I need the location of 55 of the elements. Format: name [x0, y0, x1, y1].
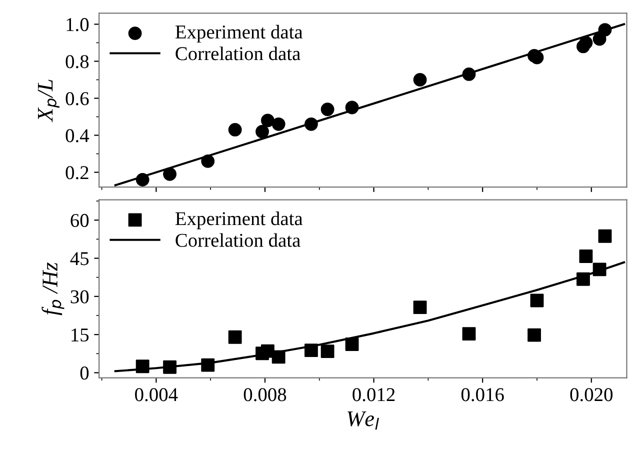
y-axis-title: f$_{p}$ /Hz	[42, 262, 64, 316]
point	[462, 67, 476, 81]
y-tick-label: 45	[70, 252, 89, 266]
y-tick-label: 0.4	[66, 129, 90, 142]
y-tick-label: 0.2	[66, 166, 88, 180]
legend-label: Correlation data	[176, 233, 300, 247]
x-tick-label: 0.012	[352, 388, 395, 402]
y-tick-label: 1.0	[66, 18, 89, 32]
y-tick-label: 0.6	[66, 92, 89, 106]
legend-label: Correlation data	[176, 46, 300, 60]
y-tick-label: 30	[70, 290, 89, 304]
y-tick-label: 0	[80, 366, 89, 380]
point	[320, 344, 334, 358]
legend-label: Experiment data	[175, 212, 303, 230]
point	[462, 327, 476, 341]
point	[228, 330, 242, 344]
y-tick-label: 15	[72, 328, 89, 342]
point	[320, 102, 334, 116]
point	[345, 338, 359, 351]
point	[201, 154, 215, 168]
x-tick-label: 0.020	[570, 388, 613, 402]
point	[163, 360, 176, 374]
point	[304, 117, 318, 131]
point	[413, 300, 427, 314]
point	[579, 36, 593, 50]
point	[304, 344, 318, 358]
point	[413, 73, 427, 86]
x-tick-label: 0.008	[244, 388, 286, 402]
point	[528, 328, 541, 342]
point	[598, 229, 612, 243]
legend-label: Experiment data	[175, 24, 303, 43]
point	[260, 344, 274, 358]
point	[272, 350, 286, 364]
point	[228, 123, 242, 136]
point	[576, 272, 590, 286]
x-axis-title: We$_{l}$	[348, 411, 379, 430]
point	[592, 262, 606, 276]
point	[345, 100, 359, 114]
point	[260, 114, 274, 128]
point	[598, 23, 612, 36]
point	[530, 294, 544, 308]
point	[136, 360, 150, 374]
line-series	[114, 261, 626, 372]
point	[272, 117, 286, 131]
point	[579, 250, 593, 263]
point	[530, 50, 544, 64]
point	[256, 124, 269, 138]
y-axis-title: X$_{p}$/L	[38, 80, 60, 122]
y-tick-label: 0.8	[66, 55, 89, 68]
x-tick-label: 0.016	[461, 388, 504, 402]
point	[163, 167, 176, 181]
point	[201, 358, 215, 372]
point	[136, 172, 150, 186]
y-tick-label: 60	[70, 214, 89, 228]
x-tick-label: 0.004	[135, 388, 178, 402]
